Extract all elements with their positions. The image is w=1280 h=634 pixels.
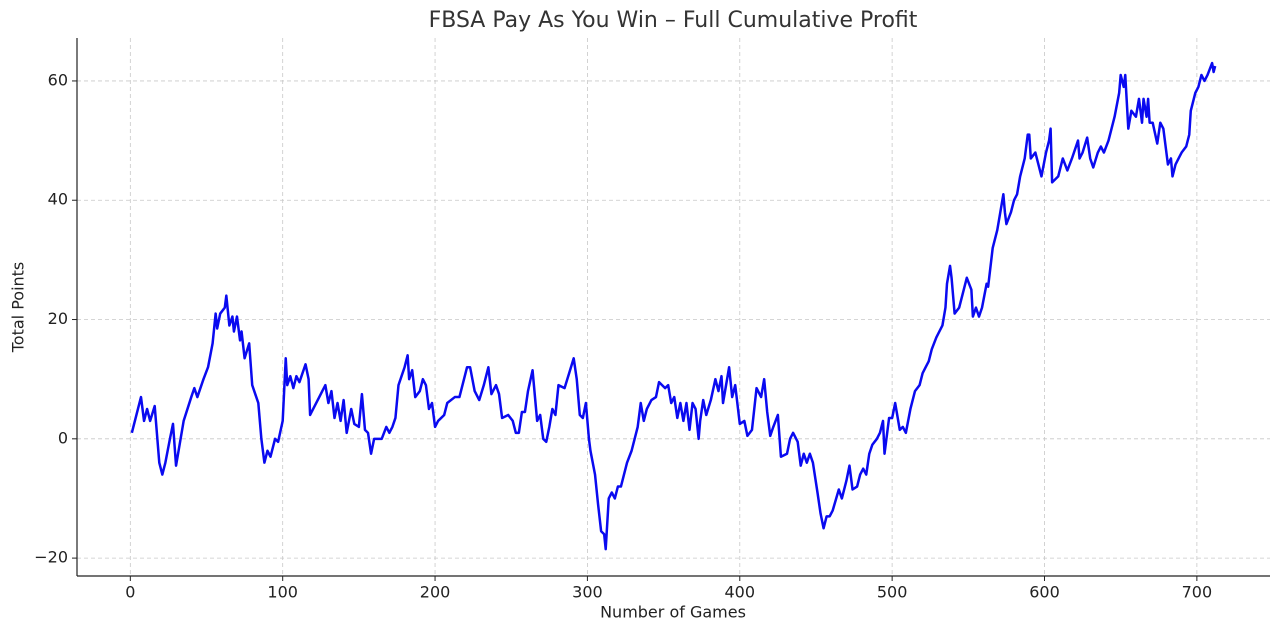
x-tick-label: 100	[267, 583, 298, 602]
data-line	[130, 61, 1217, 551]
x-tick-label: 500	[877, 583, 908, 602]
x-tick-label: 300	[572, 583, 603, 602]
x-tick-label: 0	[125, 583, 135, 602]
x-tick-label: 700	[1182, 583, 1213, 602]
y-tick-label: 60	[48, 70, 68, 89]
y-tick-label: −20	[34, 548, 68, 567]
x-tick-label: 400	[725, 583, 756, 602]
x-tick-label: 200	[420, 583, 451, 602]
y-tick-label: 20	[48, 309, 68, 328]
x-axis-label: Number of Games	[600, 603, 746, 622]
y-tick-label: 40	[48, 190, 68, 209]
chart-title: FBSA Pay As You Win – Full Cumulative Pr…	[429, 8, 918, 33]
x-tick-label: 600	[1029, 583, 1060, 602]
y-tick-label: 0	[58, 428, 68, 447]
y-axis-label: Total Points	[9, 262, 28, 354]
